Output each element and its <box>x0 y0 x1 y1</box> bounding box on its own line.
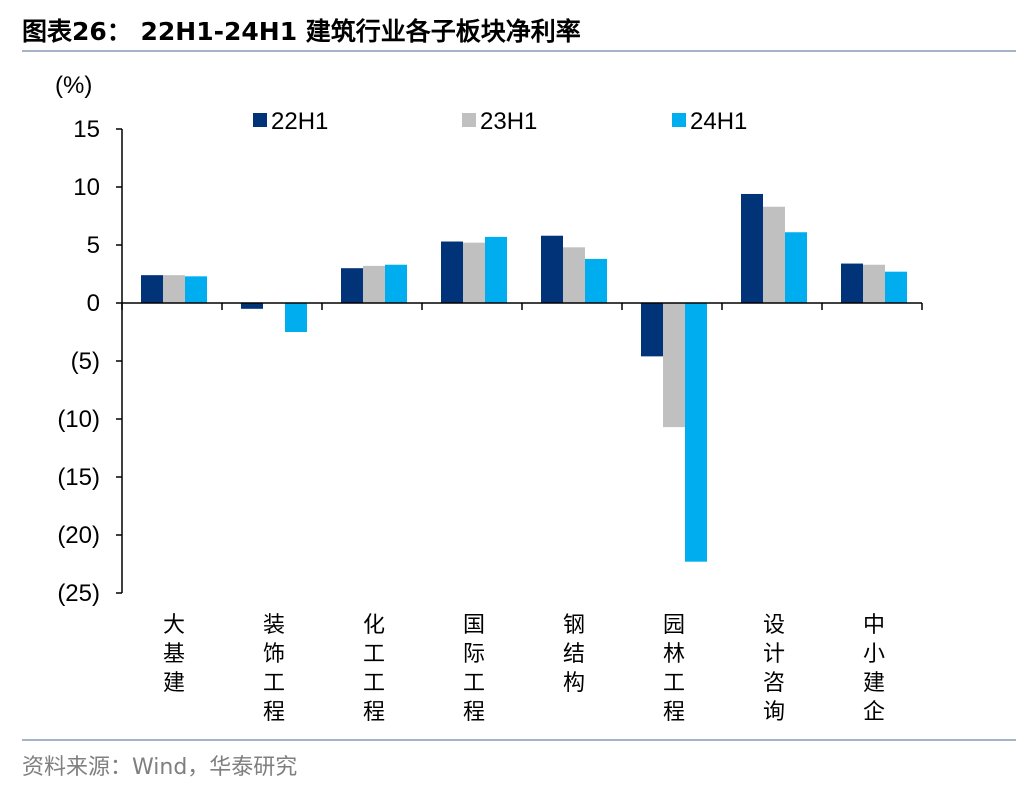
legend-label-22h1: 22H1 <box>271 108 328 135</box>
footer-divider <box>22 739 1016 741</box>
chart-legend: 22H1 23H1 24H1 <box>253 108 747 135</box>
bar-24h1-5 <box>585 258 607 303</box>
chart-title: 图表26： 22H1-24H1 建筑行业各子板块净利率 <box>22 17 581 46</box>
legend-swatch-23h1 <box>462 113 476 127</box>
legend-label-24h1: 24H1 <box>690 108 747 135</box>
title-divider <box>22 50 1016 52</box>
x-category-label: 设计咨询 <box>763 613 785 725</box>
x-category-label: 园林工程 <box>663 613 685 725</box>
y-tick-label: 10 <box>73 174 100 201</box>
y-tick-label: (10) <box>57 406 100 433</box>
bar-24h1-3 <box>385 264 407 303</box>
y-unit-label: (%) <box>55 72 92 99</box>
axes-group <box>116 128 923 594</box>
bar-24h1-1 <box>185 276 207 303</box>
y-tick-labels: 15 10 5 0 (5) (10) (15) (20) (25) <box>57 116 100 607</box>
bar-23h1-1 <box>163 275 185 303</box>
bar-23h1-4 <box>463 242 485 303</box>
y-tick-label: (5) <box>71 348 100 375</box>
x-category-labels: 大基建 装饰工程 化工工程 国际工程 钢结构 园林工程 设计咨询 中小建企 <box>163 613 885 725</box>
bar-22h1-7 <box>741 193 763 303</box>
bar-22h1-4 <box>441 241 463 303</box>
x-category-label: 国际工程 <box>463 613 485 725</box>
bar-23h1-3 <box>363 265 385 303</box>
x-category-label: 化工工程 <box>363 613 385 725</box>
bar-22h1-3 <box>341 268 363 303</box>
bar-22h1-1 <box>141 275 163 303</box>
legend-swatch-24h1 <box>672 113 686 127</box>
y-tick-label: 5 <box>87 232 100 259</box>
bar-24h1-7 <box>785 232 807 303</box>
y-tick-label: (25) <box>57 580 100 607</box>
bar-chart: (%) 22H1 23H1 24H1 15 10 5 0 (5) (10) (15) (20) (2… <box>55 72 923 725</box>
x-category-label: 大基建 <box>163 613 185 696</box>
y-tick-label: 15 <box>73 116 100 143</box>
source-note: 资料来源：Wind，华泰研究 <box>22 755 298 780</box>
bar-23h1-6 <box>663 303 685 428</box>
bars-group <box>141 193 907 562</box>
bar-22h1-5 <box>541 235 563 303</box>
legend-swatch-22h1 <box>253 113 267 127</box>
y-tick-label: 0 <box>87 290 100 317</box>
bar-23h1-7 <box>763 206 785 303</box>
y-tick-label: (20) <box>57 522 100 549</box>
bar-24h1-8 <box>885 271 907 303</box>
bar-22h1-8 <box>841 263 863 303</box>
x-category-label: 钢结构 <box>563 613 585 696</box>
bar-23h1-5 <box>563 247 585 303</box>
bar-24h1-4 <box>485 236 507 303</box>
legend-label-23h1: 23H1 <box>480 108 537 135</box>
bar-22h1-2 <box>241 303 263 309</box>
bar-24h1-2 <box>285 303 307 332</box>
x-category-label: 装饰工程 <box>263 613 285 725</box>
bar-22h1-6 <box>641 303 663 357</box>
x-category-label: 中小建企 <box>863 613 885 725</box>
y-tick-label: (15) <box>57 464 100 491</box>
bar-23h1-8 <box>863 264 885 303</box>
bar-24h1-6 <box>685 303 707 562</box>
